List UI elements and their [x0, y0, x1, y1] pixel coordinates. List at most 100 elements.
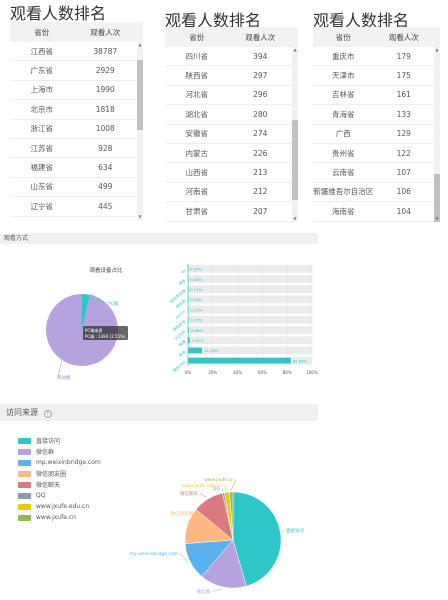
legend-item[interactable]: www.jxufe.edu.cn	[18, 501, 101, 512]
bar-value-label: 0.11%	[190, 287, 202, 292]
table-row: 江西省 38787	[10, 42, 143, 62]
views-cell: 634	[98, 163, 113, 173]
scroll-up-arrow-icon[interactable]: ▲	[138, 42, 142, 47]
province-cell: 重庆市	[332, 51, 355, 61]
slice-leader-line	[199, 493, 207, 498]
province-cell: 江苏省	[30, 143, 54, 153]
pie-slice	[201, 539, 247, 589]
table-scrollbar[interactable]: ▲ ▼	[137, 42, 143, 220]
pie-slice-1	[46, 294, 119, 366]
question-circle-icon[interactable]: ?	[43, 410, 52, 418]
table-row: 河北省 296	[165, 86, 298, 106]
legend-item[interactable]: mp.weixinbridge.com	[18, 457, 101, 468]
table-row: 重庆市 179	[313, 47, 440, 67]
pie-tooltip	[83, 326, 128, 340]
province-cell: 陕西省	[185, 71, 209, 81]
table-row: 山东省 499	[10, 178, 143, 198]
column-header-views[interactable]: 观看人次	[388, 32, 419, 42]
column-header-province[interactable]: 省份	[189, 32, 205, 42]
legend-swatch	[18, 448, 31, 455]
legend-item[interactable]: 直接访问	[18, 435, 101, 446]
scroll-up-arrow-icon[interactable]: ▲	[293, 47, 297, 52]
table-row: 广西 129	[313, 125, 440, 144]
table-row: 陕西省 297	[165, 66, 298, 86]
table-scrollbar[interactable]: ▲ ▼	[434, 47, 440, 222]
bar-category-label: 其他	[178, 349, 187, 358]
province-cell: 福建省	[30, 163, 54, 173]
table-row: 云南省 107	[313, 163, 440, 183]
views-cell: 38787	[93, 46, 118, 56]
table-row: 贵州省 122	[313, 144, 440, 164]
bar-value-label: 0.68%	[191, 328, 203, 333]
column-header-province[interactable]: 省份	[34, 27, 50, 37]
legend-item[interactable]: 微信聊天	[18, 479, 101, 490]
views-cell: 226	[253, 148, 268, 158]
table-scrollbar[interactable]: ▲ ▼	[292, 47, 298, 222]
legend-item[interactable]: 微信群	[18, 446, 101, 457]
mobile-label: 移动端	[57, 374, 71, 381]
legend-swatch	[18, 492, 31, 499]
rank-table-2: 省份 观看人次 四川省 394 陕西省 297 河北省 296 湖北省 280 安徽省 274 内蒙古 2…	[165, 27, 298, 222]
bar-category-label: qq	[180, 267, 187, 274]
scrollbar-thumb[interactable]	[292, 120, 298, 200]
legend-swatch	[18, 481, 31, 488]
legend-label: 直接访问	[36, 438, 61, 445]
scroll-down-arrow-icon[interactable]: ▼	[435, 216, 439, 221]
views-cell: 1008	[95, 124, 115, 134]
legend-swatch	[18, 514, 31, 521]
bar-track	[188, 305, 312, 314]
mobile-leader-line	[57, 359, 63, 377]
views-cell: 280	[253, 109, 268, 119]
bar-value-label: 0.27%	[190, 318, 202, 323]
table-row: 青海省 133	[313, 105, 440, 125]
province-cell: 辽宁省	[30, 201, 54, 211]
tooltip-title: PC端来源	[85, 327, 102, 333]
legend-item[interactable]: 微信朋友圈	[18, 468, 101, 479]
views-cell: 106	[396, 187, 411, 197]
bar-track	[188, 265, 312, 273]
scrollbar-thumb[interactable]	[434, 174, 440, 222]
views-cell: 207	[253, 206, 268, 216]
tooltip-value: PC端 : 1390 (3.55%)	[85, 333, 126, 339]
province-cell: 新疆维吾尔自治区	[313, 187, 374, 197]
scroll-up-arrow-icon[interactable]: ▲	[435, 47, 439, 52]
views-cell: 394	[253, 51, 268, 61]
table-row: 海南省 104	[313, 202, 440, 222]
rank-table-header: 省份 观看人次	[165, 27, 298, 47]
views-cell: 179	[396, 51, 411, 61]
bar-value-label: 0.27%	[190, 307, 202, 312]
scroll-down-arrow-icon[interactable]: ▼	[138, 214, 142, 219]
province-cell: 北京市	[30, 104, 54, 114]
legend-item[interactable]: www.jxufe.cn	[18, 512, 101, 523]
pie-slice	[232, 491, 282, 587]
province-cell: 云南省	[332, 168, 355, 178]
views-cell: 107	[396, 168, 411, 178]
table-row: 江苏省 928	[10, 139, 143, 159]
bar-track	[188, 346, 312, 355]
slice-leader-line	[282, 530, 285, 534]
province-cell: 贵州省	[332, 148, 355, 158]
legend-label: www.jxufe.cn	[36, 514, 76, 521]
table-row: 北京市 1818	[10, 100, 143, 120]
legend-item[interactable]: QQ	[18, 490, 101, 501]
bar-value-label: 82.86%	[293, 358, 308, 363]
bar-value-label: 0.16%	[190, 297, 202, 302]
views-cell: 212	[253, 187, 268, 197]
legend-label: 微信朋友圈	[36, 471, 67, 478]
column-header-province[interactable]: 省份	[335, 32, 351, 42]
views-cell: 175	[396, 71, 411, 81]
views-cell: 133	[396, 109, 411, 119]
legend-label: www.jxufe.edu.cn	[36, 503, 90, 510]
x-tick-label: 20%	[208, 370, 217, 375]
source-bar-chart: 0% 20% 40% 60% 80% 100%0.05%qq0.08%微信0.11%微信朋…	[169, 264, 318, 375]
pie-slice-0	[82, 294, 90, 330]
scroll-down-arrow-icon[interactable]: ▼	[293, 216, 297, 221]
slice-label: QQ	[213, 486, 221, 492]
slice-label: 微信朋友圈	[171, 510, 194, 517]
rank-table-3: 省份 观看人次 重庆市 179 天津市 175 吉林省 161 青海省 133 广西 129 贵州省 12…	[313, 27, 440, 222]
column-header-views[interactable]: 观看人次	[90, 27, 121, 37]
rank-table-title-3: 观看人数排名	[313, 11, 410, 30]
scrollbar-thumb[interactable]	[137, 60, 143, 130]
column-header-views[interactable]: 观看人次	[245, 32, 276, 42]
bar-track	[188, 285, 312, 294]
